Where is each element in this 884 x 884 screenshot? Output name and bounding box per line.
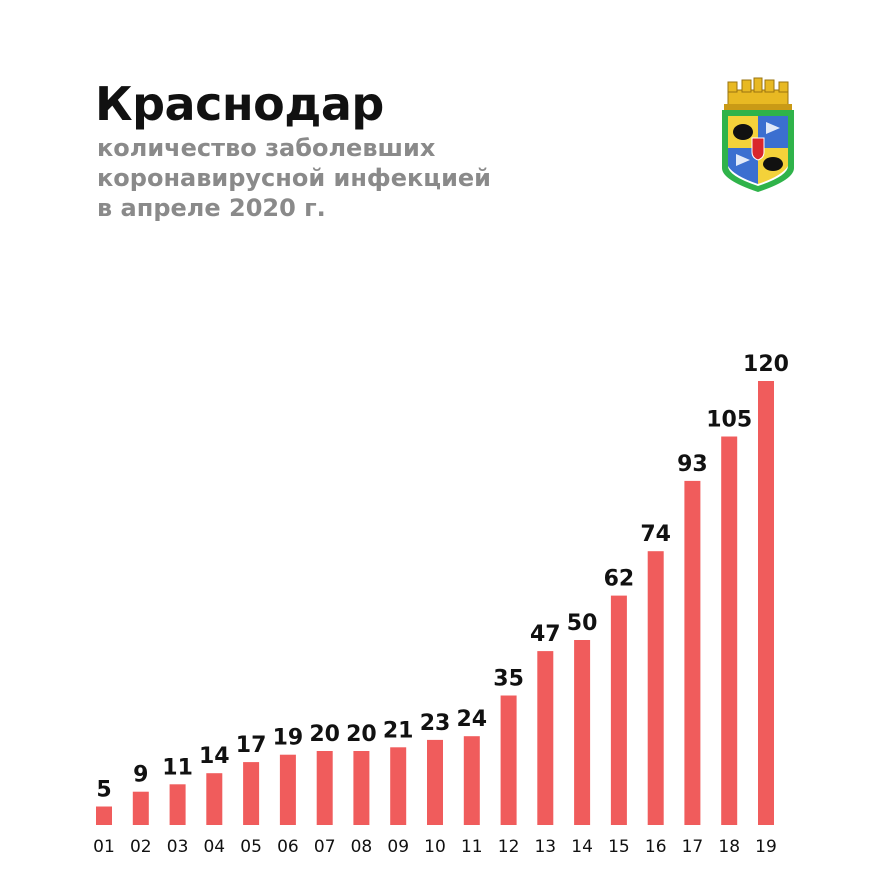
x-tick-label-16: 16	[645, 837, 667, 857]
x-tick-label-19: 19	[755, 837, 777, 857]
x-tick-label-07: 07	[314, 837, 336, 857]
bar-19	[758, 381, 774, 825]
subtitle-line-2: коронавирусной инфекцией	[97, 164, 491, 192]
category-labels-layer: 01 02 03 04 05 06 07 08 09 10 11 12 13 14 15 16 17 18 19	[93, 837, 777, 857]
bar-03	[169, 784, 186, 825]
data-label-10: 23	[420, 711, 451, 736]
data-label-06: 19	[273, 726, 304, 751]
bar-01	[96, 806, 112, 825]
data-label-19: 120	[743, 352, 789, 377]
chart-title: Краснодар	[95, 77, 384, 131]
bar-12	[500, 695, 517, 825]
x-tick-label-08: 08	[351, 837, 373, 857]
x-tick-label-12: 12	[498, 837, 520, 857]
bars-layer	[96, 381, 774, 825]
bar-07	[316, 751, 333, 825]
data-label-01: 5	[96, 778, 111, 803]
data-label-15: 62	[604, 567, 635, 592]
x-tick-label-04: 04	[203, 837, 225, 857]
data-label-03: 11	[162, 755, 193, 780]
x-tick-label-15: 15	[608, 837, 630, 857]
subtitle-line-3: в апреле 2020 г.	[97, 194, 326, 222]
bar-13	[537, 651, 554, 825]
data-label-14: 50	[567, 611, 598, 636]
bar-02	[132, 791, 149, 825]
data-label-04: 14	[199, 744, 230, 769]
data-label-07: 20	[309, 722, 340, 747]
x-tick-label-18: 18	[718, 837, 740, 857]
x-tick-label-17: 17	[682, 837, 704, 857]
x-tick-label-06: 06	[277, 837, 299, 857]
x-tick-label-11: 11	[461, 837, 483, 857]
data-label-11: 24	[456, 707, 487, 732]
data-label-13: 47	[530, 622, 561, 647]
x-tick-label-05: 05	[240, 837, 262, 857]
subtitle-line-1: количество заболевших	[97, 134, 436, 162]
data-label-02: 9	[133, 763, 148, 788]
bar-15	[610, 595, 627, 825]
data-label-09: 21	[383, 718, 414, 743]
x-tick-label-01: 01	[93, 837, 115, 857]
data-label-17: 93	[677, 452, 708, 477]
x-tick-label-13: 13	[534, 837, 556, 857]
x-tick-label-09: 09	[387, 837, 409, 857]
bar-09	[390, 747, 407, 825]
chart-subtitle: количество заболевших коронавирусной инф…	[97, 133, 491, 223]
x-tick-label-02: 02	[130, 837, 152, 857]
bar-10	[427, 739, 443, 825]
data-label-12: 35	[493, 667, 524, 692]
x-tick-label-03: 03	[167, 837, 189, 857]
bar-08	[353, 751, 370, 825]
bar-18	[721, 436, 738, 825]
bar-16	[647, 551, 664, 825]
data-label-18: 105	[706, 408, 752, 433]
data-label-05: 17	[236, 733, 267, 758]
data-label-08: 20	[346, 722, 377, 747]
bar-14	[574, 640, 591, 825]
bar-11	[463, 736, 480, 825]
bar-06	[279, 754, 296, 825]
data-label-16: 74	[640, 522, 671, 547]
bar-05	[243, 762, 260, 825]
x-tick-label-14: 14	[571, 837, 593, 857]
bar-04	[206, 773, 223, 825]
bar-17	[684, 480, 701, 825]
x-tick-label-10: 10	[424, 837, 446, 857]
krasnodar-coat-of-arms-icon	[722, 77, 794, 192]
